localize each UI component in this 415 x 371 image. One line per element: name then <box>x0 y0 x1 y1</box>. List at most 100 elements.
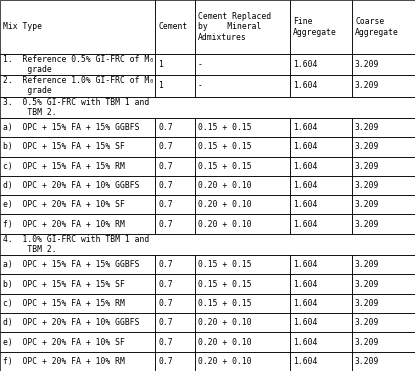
Bar <box>0 214 155 234</box>
Bar <box>0 96 415 118</box>
Text: 3.  0.5% GI-FRC with TBM 1 and
     TBM 2.: 3. 0.5% GI-FRC with TBM 1 and TBM 2. <box>3 98 149 117</box>
Text: f)  OPC + 20% FA + 10% RM: f) OPC + 20% FA + 10% RM <box>3 220 125 229</box>
Bar <box>195 137 290 157</box>
Bar <box>290 294 352 313</box>
Bar <box>155 176 195 195</box>
Bar <box>195 118 290 137</box>
Bar <box>195 313 290 332</box>
Text: Cement: Cement <box>158 22 187 31</box>
Bar <box>195 176 290 195</box>
Text: 0.20 + 0.10: 0.20 + 0.10 <box>198 200 251 209</box>
Text: 0.20 + 0.10: 0.20 + 0.10 <box>198 220 251 229</box>
Bar <box>195 352 290 371</box>
Bar <box>0 157 155 176</box>
Text: -: - <box>198 60 203 69</box>
Text: 1: 1 <box>158 81 163 90</box>
Text: 0.15 + 0.15: 0.15 + 0.15 <box>198 123 251 132</box>
Bar <box>290 137 352 157</box>
Bar <box>290 214 352 234</box>
Bar <box>155 313 195 332</box>
Bar <box>155 157 195 176</box>
Bar <box>352 275 415 294</box>
Text: 0.15 + 0.15: 0.15 + 0.15 <box>198 142 251 151</box>
Bar <box>155 75 195 96</box>
Text: 0.7: 0.7 <box>158 200 173 209</box>
Text: 0.7: 0.7 <box>158 162 173 171</box>
Text: b)  OPC + 15% FA + 15% SF: b) OPC + 15% FA + 15% SF <box>3 280 125 289</box>
Bar <box>0 255 155 275</box>
Bar <box>155 255 195 275</box>
Text: 3.209: 3.209 <box>355 220 379 229</box>
Text: 0.7: 0.7 <box>158 220 173 229</box>
Bar <box>352 54 415 75</box>
Bar <box>0 54 155 75</box>
Bar <box>195 75 290 96</box>
Text: 0.20 + 0.10: 0.20 + 0.10 <box>198 338 251 347</box>
Text: f)  OPC + 20% FA + 10% RM: f) OPC + 20% FA + 10% RM <box>3 357 125 366</box>
Bar <box>0 75 155 96</box>
Bar <box>155 214 195 234</box>
Bar <box>155 54 195 75</box>
Bar <box>290 75 352 96</box>
Text: c)  OPC + 15% FA + 15% RM: c) OPC + 15% FA + 15% RM <box>3 299 125 308</box>
Text: 3.209: 3.209 <box>355 318 379 327</box>
Text: e)  OPC + 20% FA + 10% SF: e) OPC + 20% FA + 10% SF <box>3 200 125 209</box>
Text: 0.15 + 0.15: 0.15 + 0.15 <box>198 260 251 269</box>
Bar <box>155 275 195 294</box>
Bar <box>352 294 415 313</box>
Bar <box>0 0 155 54</box>
Bar <box>195 214 290 234</box>
Bar <box>352 332 415 352</box>
Text: Mix Type: Mix Type <box>3 22 42 31</box>
Bar <box>195 332 290 352</box>
Bar <box>155 118 195 137</box>
Text: 1.604: 1.604 <box>293 181 317 190</box>
Text: 0.15 + 0.15: 0.15 + 0.15 <box>198 162 251 171</box>
Text: 0.15 + 0.15: 0.15 + 0.15 <box>198 280 251 289</box>
Bar <box>155 195 195 214</box>
Text: 0.7: 0.7 <box>158 357 173 366</box>
Text: Fine
Aggregate: Fine Aggregate <box>293 17 337 36</box>
Bar <box>155 352 195 371</box>
Bar <box>0 234 415 255</box>
Bar <box>195 255 290 275</box>
Bar <box>352 313 415 332</box>
Text: 2.  Reference 1.0% GI-FRC of M₀
     grade: 2. Reference 1.0% GI-FRC of M₀ grade <box>3 76 154 95</box>
Bar <box>155 294 195 313</box>
Text: 0.20 + 0.10: 0.20 + 0.10 <box>198 357 251 366</box>
Bar <box>290 255 352 275</box>
Text: 0.15 + 0.15: 0.15 + 0.15 <box>198 299 251 308</box>
Text: e)  OPC + 20% FA + 10% SF: e) OPC + 20% FA + 10% SF <box>3 338 125 347</box>
Text: Coarse
Aggregate: Coarse Aggregate <box>355 17 399 36</box>
Text: 1.604: 1.604 <box>293 260 317 269</box>
Bar <box>290 275 352 294</box>
Text: a)  OPC + 15% FA + 15% GGBFS: a) OPC + 15% FA + 15% GGBFS <box>3 260 139 269</box>
Bar <box>195 195 290 214</box>
Bar <box>155 137 195 157</box>
Bar <box>0 195 155 214</box>
Text: 1.604: 1.604 <box>293 280 317 289</box>
Text: c)  OPC + 15% FA + 15% RM: c) OPC + 15% FA + 15% RM <box>3 162 125 171</box>
Text: 1.604: 1.604 <box>293 162 317 171</box>
Bar <box>195 0 290 54</box>
Text: 3.209: 3.209 <box>355 142 379 151</box>
Text: 4.  1.0% GI-FRC with TBM 1 and
     TBM 2.: 4. 1.0% GI-FRC with TBM 1 and TBM 2. <box>3 235 149 254</box>
Text: 1.604: 1.604 <box>293 299 317 308</box>
Text: 1.604: 1.604 <box>293 81 317 90</box>
Bar <box>155 0 195 54</box>
Text: 1.604: 1.604 <box>293 338 317 347</box>
Text: 3.209: 3.209 <box>355 162 379 171</box>
Bar <box>352 352 415 371</box>
Bar <box>195 157 290 176</box>
Bar <box>195 54 290 75</box>
Text: 3.209: 3.209 <box>355 280 379 289</box>
Bar <box>0 118 155 137</box>
Text: b)  OPC + 15% FA + 15% SF: b) OPC + 15% FA + 15% SF <box>3 142 125 151</box>
Bar <box>0 352 155 371</box>
Text: 0.7: 0.7 <box>158 123 173 132</box>
Bar <box>290 157 352 176</box>
Bar <box>352 157 415 176</box>
Bar <box>290 313 352 332</box>
Bar <box>352 0 415 54</box>
Text: 1.604: 1.604 <box>293 357 317 366</box>
